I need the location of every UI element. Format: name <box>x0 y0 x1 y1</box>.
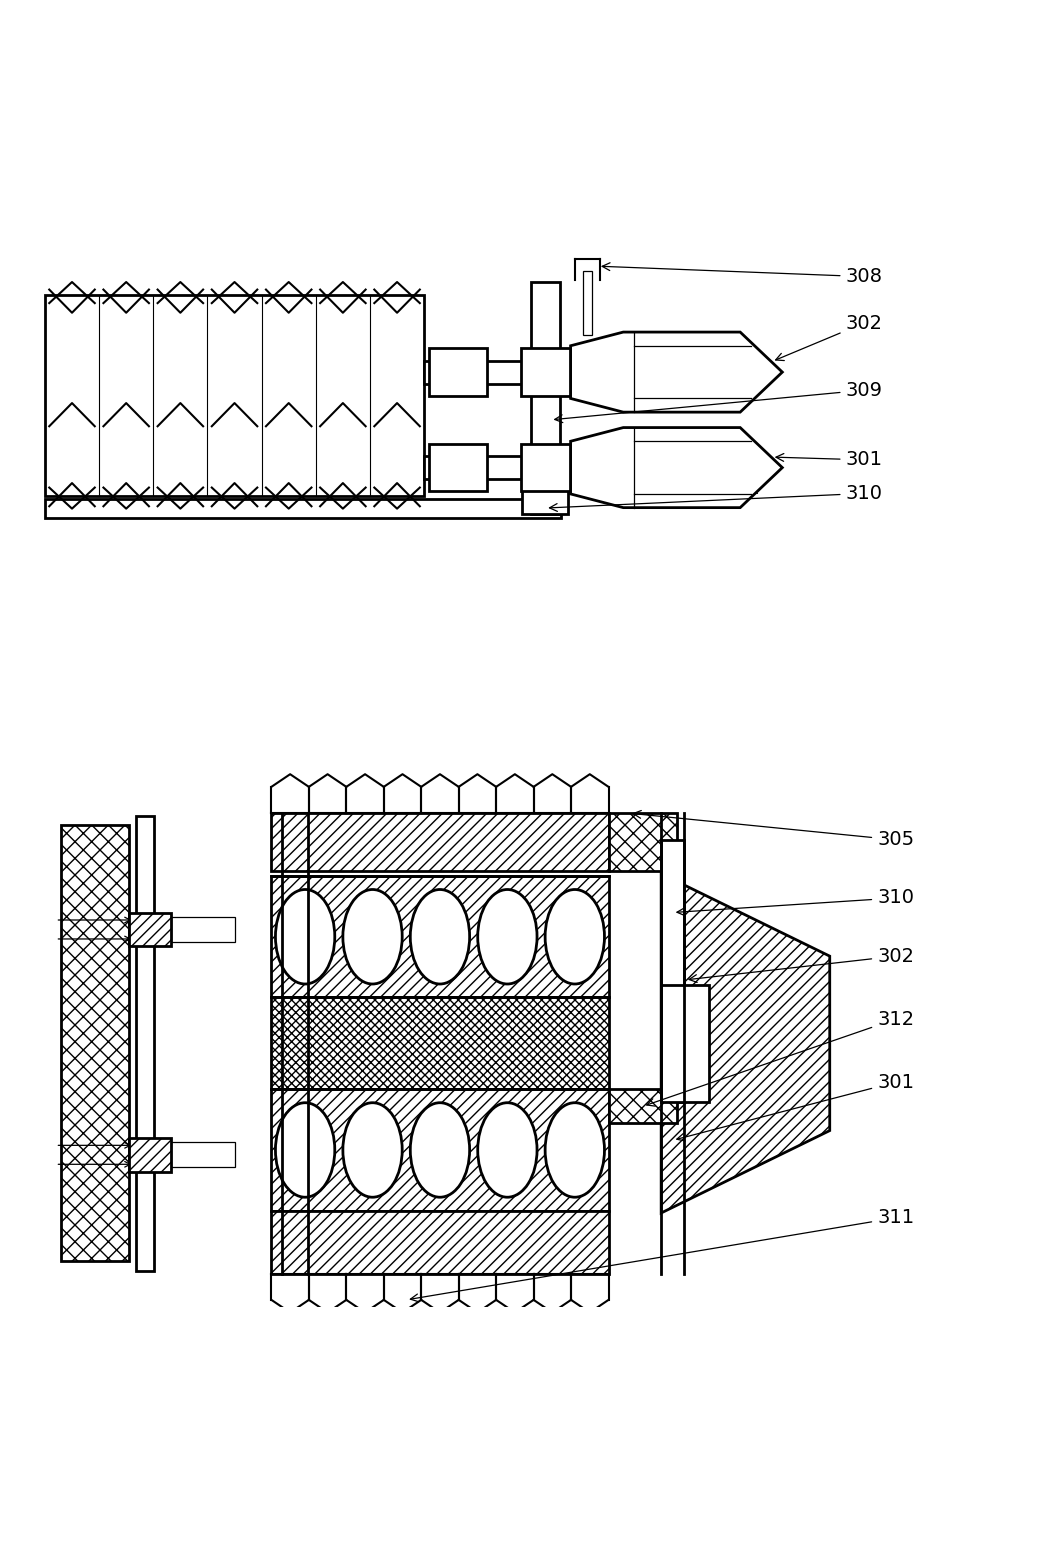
Text: 312: 312 <box>647 1009 914 1106</box>
Bar <box>661 986 708 1101</box>
Bar <box>129 1137 172 1172</box>
Ellipse shape <box>275 889 335 984</box>
Bar <box>271 877 609 997</box>
Bar <box>271 997 609 1089</box>
Bar <box>60 825 129 1262</box>
Ellipse shape <box>478 889 537 984</box>
Bar <box>172 917 234 942</box>
Bar <box>661 839 684 1101</box>
Text: 311: 311 <box>411 1209 914 1301</box>
Bar <box>44 499 561 518</box>
Ellipse shape <box>478 1103 537 1197</box>
Bar <box>425 360 531 384</box>
Text: 301: 301 <box>776 451 882 470</box>
Text: 302: 302 <box>775 314 882 360</box>
Polygon shape <box>571 427 783 507</box>
Bar <box>521 445 570 491</box>
Ellipse shape <box>545 1103 605 1197</box>
Bar <box>609 813 677 872</box>
Bar <box>172 1142 234 1167</box>
Text: 302: 302 <box>689 947 914 983</box>
Bar <box>271 813 609 872</box>
Text: 305: 305 <box>633 811 914 849</box>
Text: 310: 310 <box>677 889 914 916</box>
Bar <box>522 488 569 515</box>
Polygon shape <box>661 874 830 1214</box>
Bar <box>584 271 592 335</box>
Text: 310: 310 <box>550 484 882 512</box>
Text: 301: 301 <box>677 1073 914 1140</box>
Ellipse shape <box>545 889 605 984</box>
Bar <box>521 348 570 396</box>
Bar <box>44 295 425 496</box>
Bar <box>429 445 487 491</box>
Ellipse shape <box>410 1103 469 1197</box>
Bar <box>429 348 487 396</box>
Bar <box>425 456 531 479</box>
Ellipse shape <box>275 1103 335 1197</box>
Ellipse shape <box>343 1103 402 1197</box>
Ellipse shape <box>410 889 469 984</box>
Bar <box>531 282 560 515</box>
Text: 308: 308 <box>603 262 882 285</box>
Ellipse shape <box>343 889 402 984</box>
Bar <box>129 913 172 947</box>
Bar <box>271 1089 609 1211</box>
Text: 309: 309 <box>555 381 882 423</box>
Bar <box>271 1211 609 1273</box>
Bar <box>136 816 155 1271</box>
Polygon shape <box>571 332 783 412</box>
Bar <box>609 1089 677 1123</box>
